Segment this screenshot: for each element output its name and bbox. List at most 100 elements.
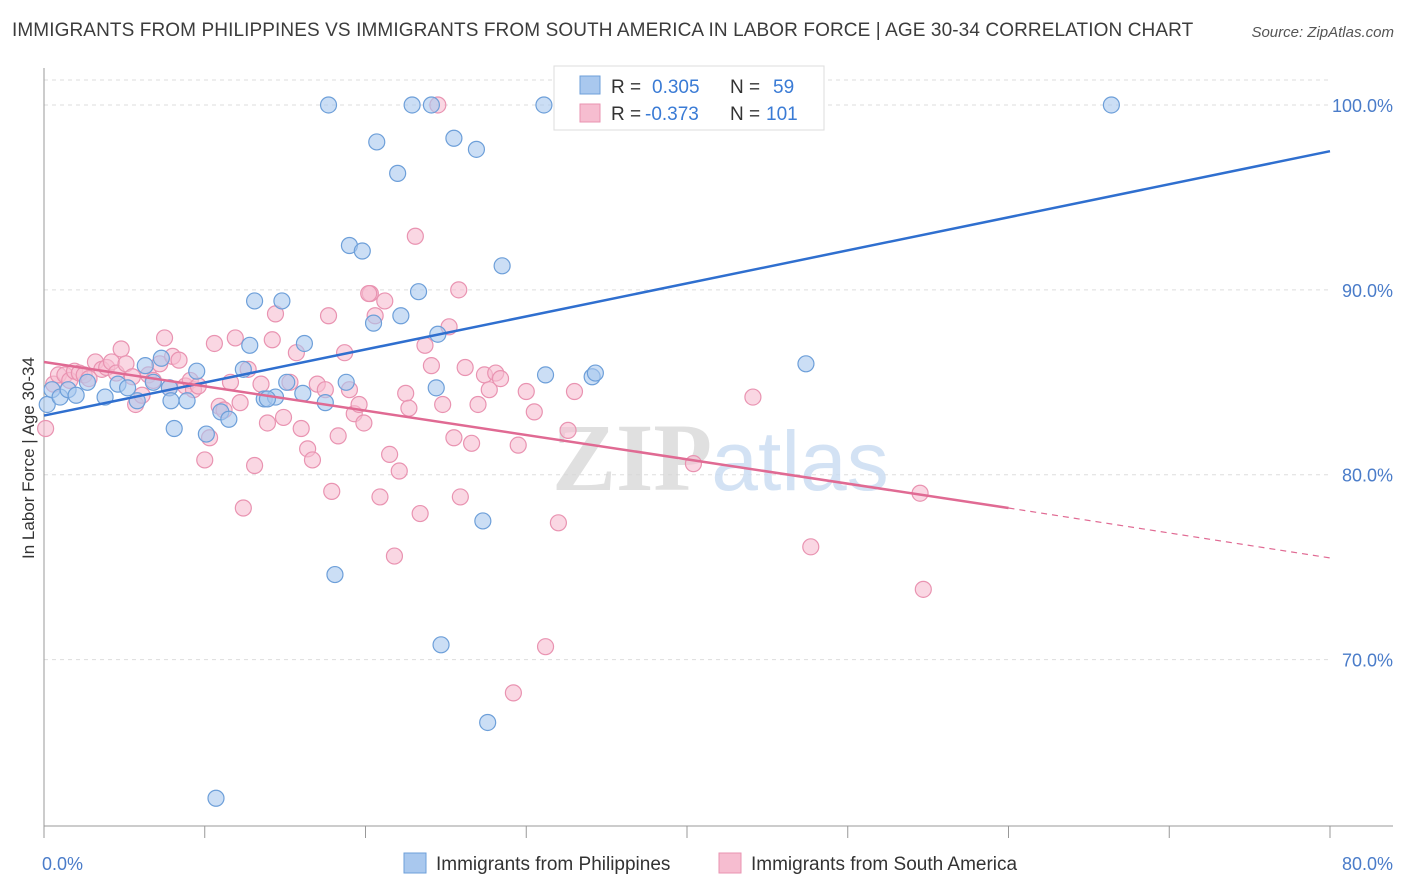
philippines-point-45 bbox=[474, 512, 492, 530]
watermark: ZIP atlas bbox=[552, 404, 889, 511]
philippines-point-29 bbox=[295, 334, 314, 353]
philippines-point-22 bbox=[241, 336, 259, 354]
y-tick-label-100: 100.0% bbox=[1332, 96, 1393, 116]
south-america-point-41 bbox=[252, 375, 270, 393]
south-america-point-68 bbox=[397, 384, 415, 402]
philippines-point-18 bbox=[197, 425, 215, 443]
south-america-point-73 bbox=[422, 357, 441, 375]
south-america-point-95 bbox=[744, 388, 762, 406]
legend-n-label-south-america: N = bbox=[730, 104, 760, 125]
legend-n-label-philippines: N = bbox=[730, 77, 760, 98]
philippines-point-34 bbox=[353, 242, 371, 260]
legend-r-value-philippines: 0.305 bbox=[652, 77, 700, 98]
south-america-point-81 bbox=[469, 395, 487, 414]
philippines-point-17 bbox=[188, 362, 206, 380]
south-america-point-45 bbox=[274, 408, 293, 427]
philippines-point-10 bbox=[136, 357, 154, 375]
south-america-point-78 bbox=[451, 488, 469, 506]
trend-lines bbox=[43, 149, 1331, 559]
chart-title: IMMIGRANTS FROM PHILIPPINES VS IMMIGRANT… bbox=[12, 20, 1194, 41]
south-america-point-48 bbox=[292, 419, 310, 438]
south-america-point-55 bbox=[329, 427, 347, 445]
philippines-point-38 bbox=[392, 307, 410, 325]
philippines-point-23 bbox=[245, 292, 264, 310]
south-america-point-37 bbox=[231, 394, 249, 412]
y-tick-label-80: 80.0% bbox=[1342, 466, 1393, 486]
south-america-point-90 bbox=[536, 638, 555, 656]
philippines-point-56 bbox=[1102, 96, 1120, 114]
south-america-point-97 bbox=[914, 580, 932, 598]
philippines-point-39 bbox=[409, 283, 428, 301]
philippines-point-37 bbox=[389, 164, 407, 182]
south-america-point-53 bbox=[319, 307, 338, 325]
bottom-legend-swatch-south-america bbox=[718, 852, 742, 874]
source-label: Source: ZipAtlas.com bbox=[1251, 24, 1394, 41]
legend-r-label-philippines: R = bbox=[611, 77, 641, 98]
bottom-legend-label-philippines: Immigrants from Philippines bbox=[436, 854, 670, 875]
south-america-point-30 bbox=[196, 451, 214, 469]
bottom-legend-swatch-philippines bbox=[403, 852, 427, 874]
south-america-point-67 bbox=[390, 462, 408, 480]
philippines-point-48 bbox=[536, 366, 555, 384]
philippines-point-50 bbox=[586, 364, 604, 382]
south-america-point-88 bbox=[517, 382, 535, 401]
south-america-point-80 bbox=[462, 434, 481, 452]
legend-swatch-south-america bbox=[579, 103, 601, 123]
philippines-point-51 bbox=[797, 355, 815, 373]
philippines-point-42 bbox=[432, 636, 450, 654]
south-america-point-60 bbox=[355, 414, 373, 432]
watermark-zip: ZIP bbox=[552, 404, 712, 511]
legend-n-value-south-america: 101 bbox=[766, 104, 798, 125]
south-america-point-85 bbox=[491, 369, 510, 388]
x-tick-label-max: 80.0% bbox=[1342, 854, 1393, 874]
y-tick-label-90: 90.0% bbox=[1342, 281, 1393, 301]
south-america-point-79 bbox=[456, 358, 474, 377]
south-america-point-32 bbox=[205, 334, 223, 353]
philippines-point-20 bbox=[220, 410, 238, 428]
philippines-point-53 bbox=[319, 96, 338, 114]
south-america-point-99 bbox=[450, 281, 468, 299]
south-america-point-70 bbox=[406, 227, 424, 245]
philippines-point-12 bbox=[152, 349, 170, 367]
philippines-point-16 bbox=[178, 392, 196, 410]
south-america-point-0 bbox=[37, 419, 55, 438]
south-america-point-14 bbox=[112, 340, 130, 358]
south-america-trend-extension bbox=[1008, 507, 1331, 559]
philippines-trend-line bbox=[43, 149, 1331, 417]
south-america-point-63 bbox=[371, 488, 389, 506]
philippines-point-46 bbox=[479, 713, 497, 732]
south-america-point-77 bbox=[445, 429, 463, 447]
south-america-point-93 bbox=[565, 382, 584, 401]
philippines-point-47 bbox=[493, 257, 511, 275]
axes-layer: 70.0% 80.0% 90.0% 100.0% 0.0% 80.0% bbox=[42, 68, 1393, 874]
south-america-point-92 bbox=[559, 421, 577, 439]
south-america-point-96 bbox=[802, 538, 820, 556]
bottom-legend: Immigrants from Philippines Immigrants f… bbox=[403, 852, 1018, 875]
legend-n-value-philippines: 59 bbox=[773, 77, 794, 98]
south-america-point-69 bbox=[400, 399, 418, 417]
south-america-point-40 bbox=[245, 456, 264, 475]
south-america-point-89 bbox=[525, 403, 543, 421]
south-america-point-100 bbox=[360, 284, 378, 303]
south-america-point-50 bbox=[303, 451, 322, 469]
south-america-point-66 bbox=[385, 547, 404, 565]
legend-swatch-philippines bbox=[579, 75, 601, 95]
philippines-point-40 bbox=[427, 379, 445, 397]
south-america-point-36 bbox=[226, 329, 244, 347]
legend-r-label-south-america: R = bbox=[611, 104, 641, 125]
south-america-point-54 bbox=[323, 482, 341, 500]
philippines-point-27 bbox=[278, 373, 296, 391]
philippines-point-44 bbox=[467, 140, 486, 158]
south-america-point-83 bbox=[480, 381, 498, 399]
philippines-point-32 bbox=[337, 373, 355, 391]
south-america-point-65 bbox=[381, 445, 399, 463]
south-america-point-64 bbox=[376, 292, 394, 310]
philippines-point-57 bbox=[258, 390, 277, 408]
south-america-point-75 bbox=[434, 395, 452, 414]
philippines-point-4 bbox=[67, 386, 85, 404]
south-america-point-94 bbox=[684, 455, 703, 473]
philippines-point-8 bbox=[118, 379, 137, 397]
philippines-point-52 bbox=[207, 789, 225, 807]
south-america-point-72 bbox=[416, 336, 434, 354]
